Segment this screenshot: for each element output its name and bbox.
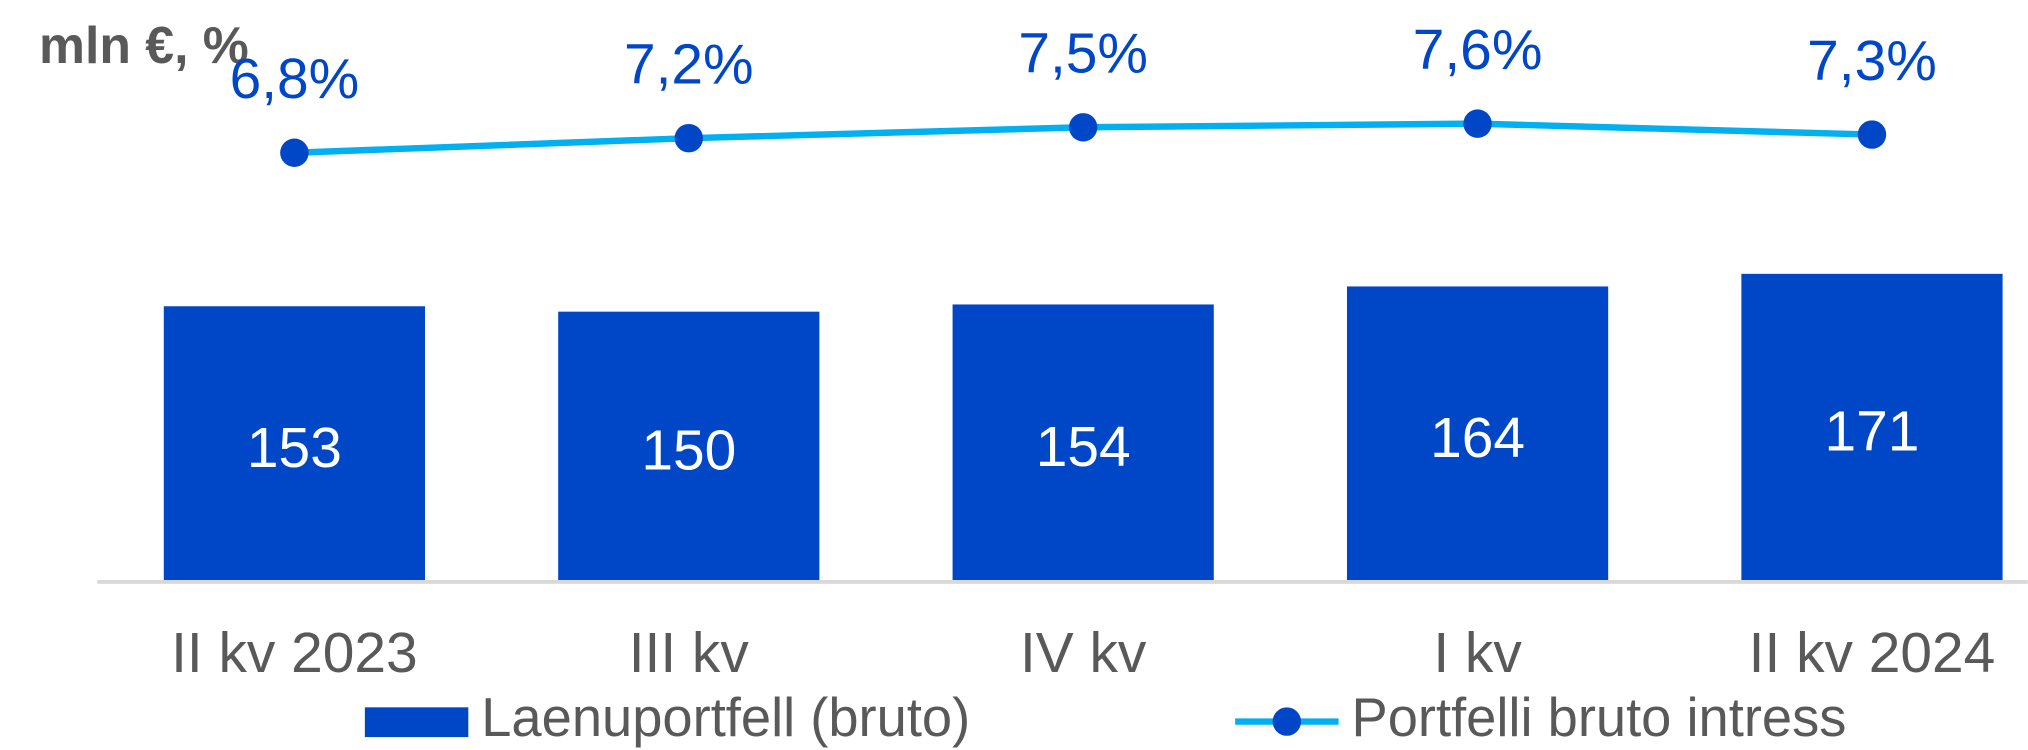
line-value-label: 7,3% (1807, 29, 1937, 93)
chart-title: mln €, % (39, 16, 249, 74)
line-value-label: 7,5% (1018, 21, 1148, 85)
x-tick-label: III kv (629, 621, 750, 685)
bar (163, 306, 425, 582)
bar-value-label: 164 (1430, 406, 1525, 470)
line-value-label: 6,8% (230, 47, 360, 111)
bar-value-label: 150 (641, 419, 736, 483)
line-value-label: 7,2% (624, 32, 754, 96)
bar-value-label: 154 (1036, 415, 1131, 479)
x-tick-label: IV kv (1020, 621, 1147, 685)
bar (952, 304, 1214, 582)
line-marker (674, 123, 704, 153)
line-marker (280, 138, 309, 167)
legend-label: Portfelli bruto intress (1352, 687, 1847, 748)
line-marker (1463, 109, 1492, 138)
bar-value-label: 153 (247, 416, 342, 480)
bar (558, 311, 820, 582)
bar-value-label: 171 (1825, 400, 1920, 464)
legend-marker (1272, 707, 1302, 736)
legend-swatch (364, 707, 469, 738)
line-marker (1857, 120, 1887, 149)
line-value-label: 7,6% (1413, 18, 1543, 82)
x-tick-label: I kv (1433, 621, 1522, 685)
bar (1741, 273, 2003, 582)
legend-label: Laenuportfell (bruto) (481, 687, 970, 748)
x-tick-label: II kv 2023 (171, 621, 418, 685)
line-marker (1068, 113, 1098, 142)
x-tick-label: II kv 2024 (1749, 621, 1996, 685)
bar (1346, 286, 1609, 582)
